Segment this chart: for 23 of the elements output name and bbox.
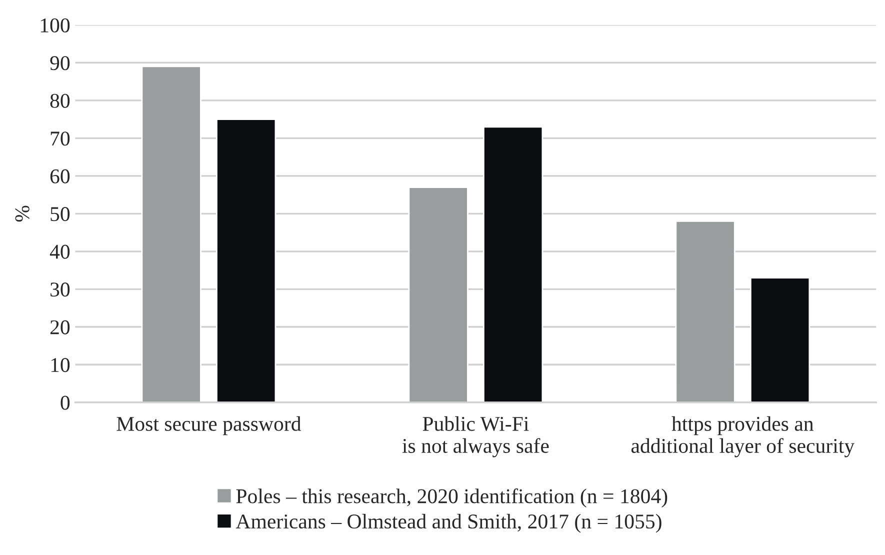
y-tick-label: 70 — [50, 132, 70, 146]
y-tick-label: 90 — [50, 56, 70, 70]
bar — [750, 277, 810, 402]
y-tick-label: 100 — [40, 18, 70, 32]
bar — [408, 186, 468, 402]
y-tick-label: 10 — [51, 358, 70, 372]
x-tick-label: Most secure password — [116, 416, 302, 436]
y-tick-label: 30 — [50, 282, 70, 297]
y-tick-label: 40 — [50, 244, 70, 259]
legend-label: Poles – this research, 2020 identification (n = 1804) — [236, 488, 668, 508]
y-axis-title: % — [15, 206, 30, 222]
bar — [675, 220, 736, 402]
y-tick-label: 50 — [50, 207, 70, 222]
bar — [141, 66, 202, 402]
x-tick-label: Public Wi-Fi is not always safe — [402, 416, 549, 458]
y-tick-label: 80 — [50, 94, 70, 108]
bar — [483, 126, 544, 402]
bar — [216, 118, 276, 402]
x-tick-label: https provides an additional layer of security — [631, 416, 855, 458]
y-tick-label: 60 — [50, 169, 70, 184]
y-tick-label: 20 — [50, 320, 70, 334]
y-tick-label: 0 — [60, 396, 70, 410]
legend-label: Americans – Olmstead and Smith, 2017 (n = 1055) — [236, 514, 662, 533]
